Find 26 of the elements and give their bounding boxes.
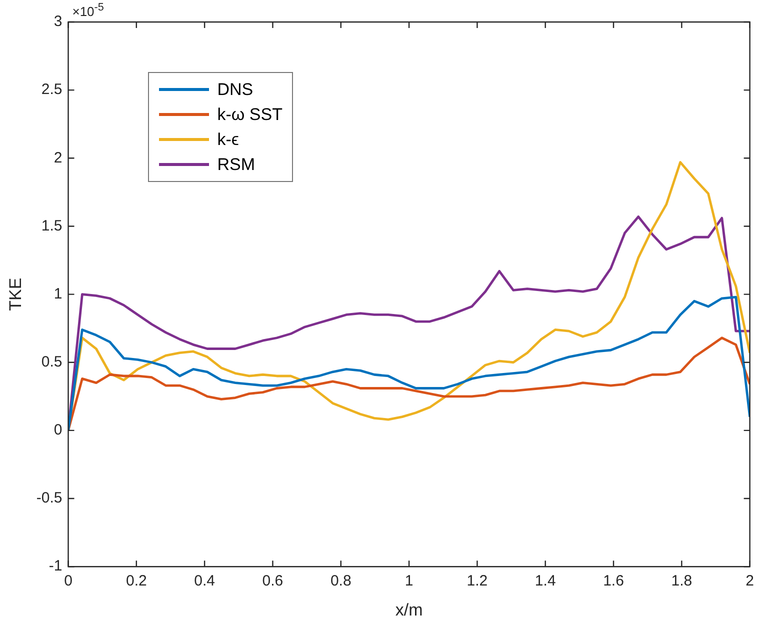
y-tick-label: -0.5 [36,490,62,507]
x-tick-label: 2 [746,572,754,590]
x-tick-label: 0.2 [126,572,147,590]
y-axis-title: TKE [6,278,25,311]
x-tick-label: 1.6 [603,572,624,590]
x-tick-label: 0.8 [330,572,352,590]
x-tick-label: 1.8 [671,572,692,590]
x-tick-label: 1.4 [534,572,556,590]
x-tick-label: 0.4 [194,572,215,590]
x-tick-label: 0.6 [262,572,284,590]
legend-label: DNS [217,80,254,100]
y-tick-label: 3 [54,13,62,30]
legend-label: RSM [217,154,256,174]
y-tick-label: 1 [54,285,62,302]
x-tick-label: 1.2 [466,572,488,590]
y-tick-label: 0 [54,422,62,439]
y-tick-label: 2.5 [41,81,62,98]
text: ×10$^{-5}$ [72,2,104,20]
y-tick-label: -1 [48,558,62,575]
y-tick-label: 1.5 [41,217,62,234]
legend-label: k-ϵ [217,130,239,150]
y-tick-label: 0.5 [41,354,62,371]
x-tick-label: 1 [404,572,414,590]
legend-label: k-ω SST [217,104,282,124]
x-axis-title: x/m [395,600,423,620]
y-tick-label: 2 [54,149,62,166]
